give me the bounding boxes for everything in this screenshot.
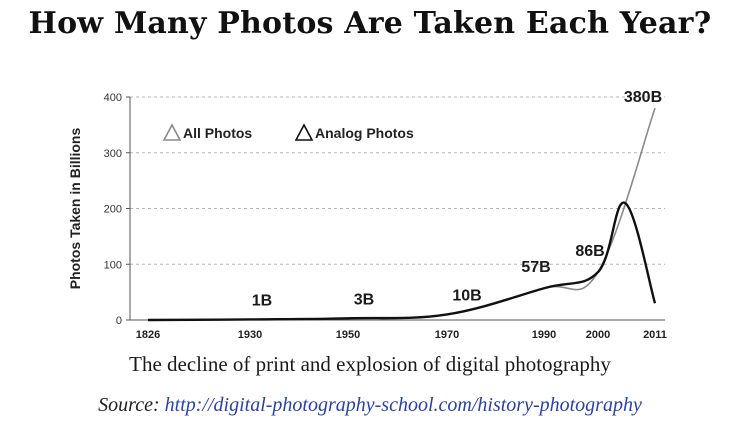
data-label: 86B: [575, 243, 604, 260]
chart-data-labels: 1B 3B 10B 57B 86B 380B: [252, 89, 662, 309]
series-analog-photos: [147, 201, 657, 322]
y-axis-label: Photos Taken in Billions: [67, 128, 83, 290]
y-tick-label: 300: [104, 148, 122, 160]
x-tick-label: 1930: [238, 329, 262, 341]
triangle-icon: [294, 123, 314, 141]
y-tick-label: 100: [104, 259, 122, 271]
x-tick-label: 2000: [586, 329, 610, 341]
x-tick-label: 1826: [136, 329, 160, 341]
source-link[interactable]: http://digital-photography-school.com/hi…: [164, 394, 642, 416]
source-line: Source: http://digital-photography-schoo…: [0, 394, 740, 417]
x-tick-label: 2011: [643, 329, 667, 341]
chart-grid: [130, 96, 665, 265]
data-label: 57B: [521, 259, 550, 276]
chart-legend: All Photos Analog Photos: [162, 123, 414, 141]
x-tick-label: 1970: [435, 329, 459, 341]
data-label: 1B: [252, 292, 272, 309]
data-label: 3B: [354, 291, 374, 308]
y-tick-label: 400: [104, 92, 122, 104]
legend-label: All Photos: [183, 125, 252, 141]
data-label: 380B: [624, 89, 662, 106]
x-tick-label: 1950: [336, 329, 360, 341]
triangle-icon: [162, 123, 182, 141]
figure-caption: The decline of print and explosion of di…: [129, 352, 611, 376]
x-tick-label: 1990: [532, 329, 556, 341]
legend-label: Analog Photos: [315, 125, 414, 141]
data-label: 10B: [452, 287, 481, 304]
page-title: How Many Photos Are Taken Each Year?: [28, 6, 712, 41]
y-tick-label: 0: [116, 315, 122, 327]
source-label: Source:: [98, 394, 160, 416]
chart: 0 100 200 300 400 1826 1930 1950 1970 1990 2000 201…: [67, 89, 667, 341]
chart-series: [147, 107, 657, 322]
y-tick-label: 200: [104, 204, 122, 216]
